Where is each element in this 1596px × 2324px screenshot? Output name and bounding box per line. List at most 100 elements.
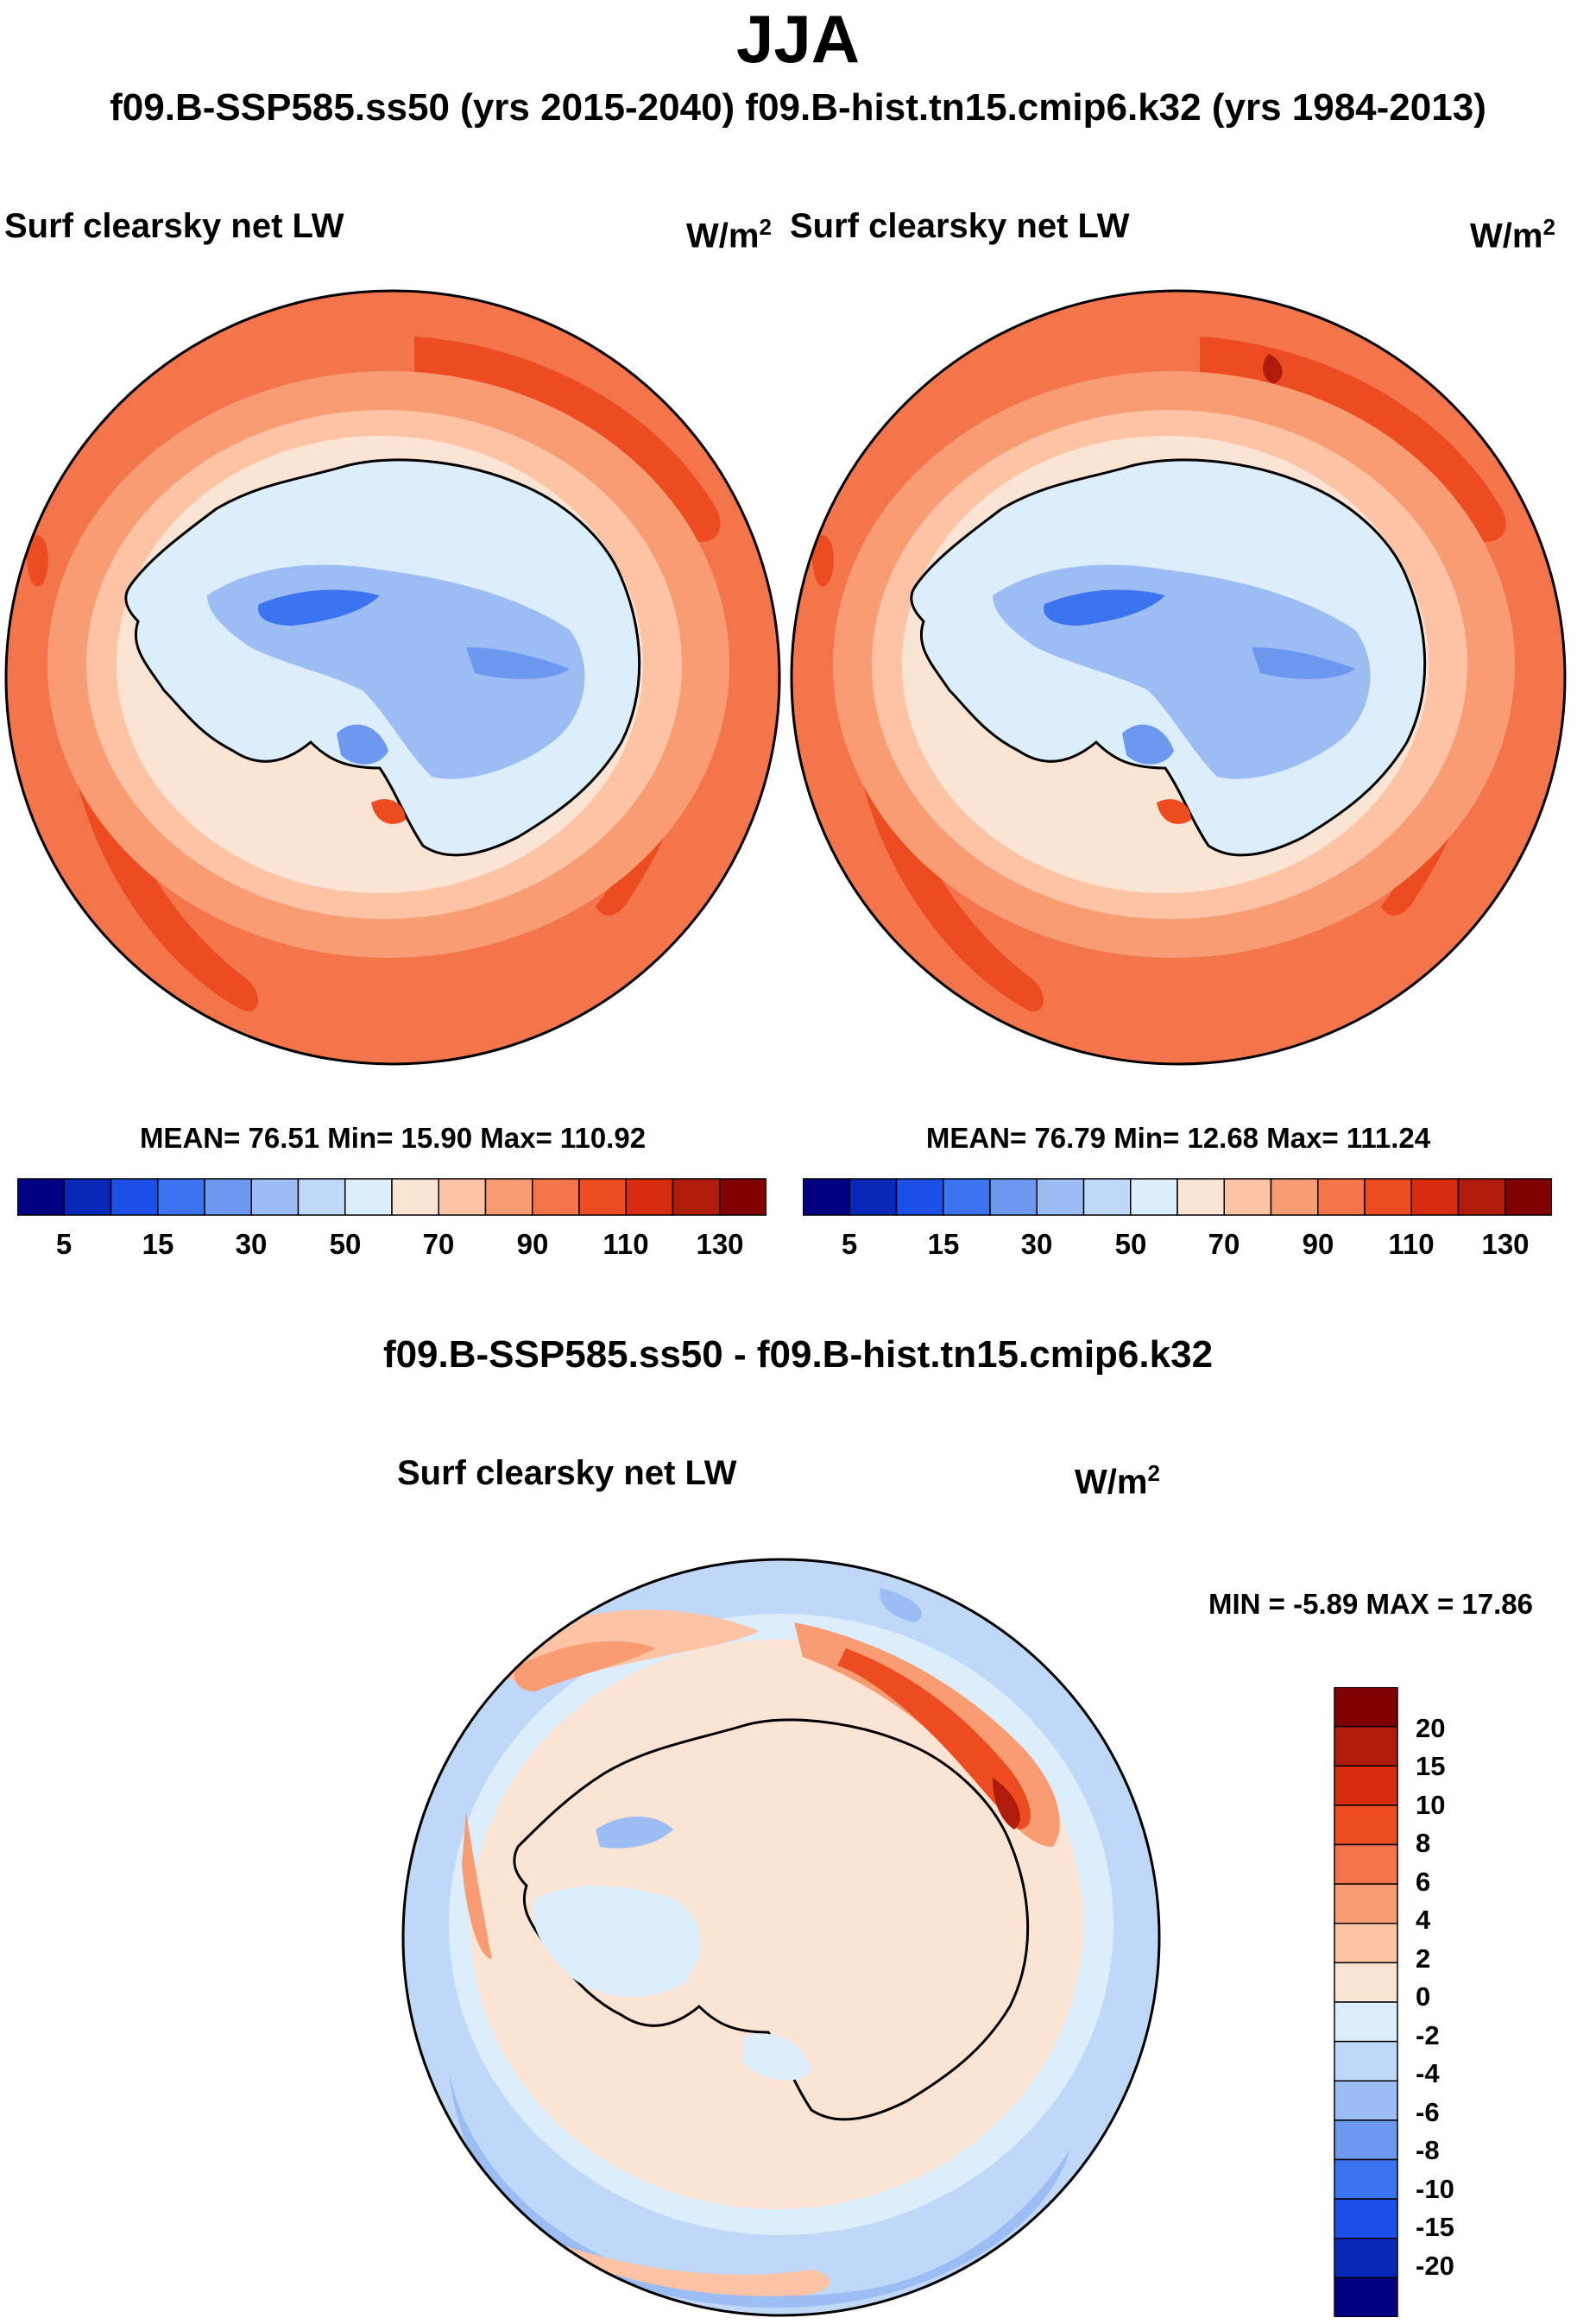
colorbar-tick: -4: [1416, 2058, 1440, 2088]
colorbar-swatch: [344, 1178, 393, 1216]
colorbar-swatch: [672, 1178, 721, 1216]
difference-colorbar-ticks: 20 15 10 8 6 4 2 0 -2 -4 -6 -8 -10 -15 -…: [1416, 1687, 1519, 2317]
difference-title: f09.B-SSP585.ss50 - f09.B-hist.tn15.cmip…: [382, 1333, 1214, 1376]
colorbar-tick: 20: [1416, 1713, 1446, 1743]
colorbar-tick: 8: [1416, 1828, 1431, 1858]
map-local-max: [1157, 799, 1191, 824]
colorbar-swatch: [1505, 1178, 1552, 1216]
colorbar-tick: -8: [1416, 2135, 1440, 2165]
panel1-stats: MEAN= 76.51 Min= 15.90 Max= 110.92: [139, 1122, 647, 1154]
colorbar-swatch: [1334, 1725, 1398, 1767]
colorbar-swatch: [484, 1178, 533, 1216]
colorbar-tick: -20: [1416, 2251, 1454, 2281]
panel2-units: W/m2: [1470, 214, 1555, 255]
map-local-max: [371, 799, 406, 824]
colorbar-swatch: [1334, 1843, 1398, 1885]
colorbar-swatch: [1334, 1923, 1398, 1964]
colorbar-tick: 30: [1020, 1228, 1053, 1260]
colorbar-swatch: [110, 1178, 159, 1216]
colorbar-swatch: [157, 1178, 205, 1216]
colorbar-tick: 70: [1208, 1228, 1240, 1260]
colorbar-swatch: [1334, 2198, 1398, 2239]
map-interior-negative: [533, 1886, 701, 1997]
colorbar-tick: 90: [1302, 1228, 1334, 1260]
colorbar-swatch: [1334, 2040, 1398, 2082]
difference-stats: MIN = -5.89 MAX = 17.86: [1208, 1588, 1534, 1620]
colorbar-tick: 10: [1416, 1790, 1446, 1820]
colorbar-swatch: [625, 1178, 674, 1216]
map-interior-min: [1044, 589, 1165, 626]
map-interior-min: [1122, 724, 1174, 765]
colorbar-swatch: [1334, 1765, 1398, 1806]
colorbar-swatch: [1270, 1178, 1319, 1216]
colorbar-swatch: [803, 1178, 850, 1216]
colorbar-tick: 70: [422, 1228, 455, 1260]
colorbar-tick: 30: [235, 1228, 268, 1260]
colorbar-swatch: [1410, 1178, 1460, 1216]
figure-title: JJA: [735, 1, 861, 77]
colorbar-swatch: [1130, 1178, 1178, 1216]
colorbar-tick: -10: [1416, 2174, 1454, 2204]
map-high-band: [811, 535, 834, 587]
panel1-colorbar-ticks: 5 15 30 50 70 90 110 130: [17, 1228, 766, 1263]
colorbar-swatch: [391, 1178, 439, 1216]
colorbar-swatch: [1334, 2080, 1398, 2121]
colorbar-swatch: [943, 1178, 991, 1216]
colorbar-swatch: [895, 1178, 944, 1216]
colorbar-swatch: [17, 1178, 65, 1216]
colorbar-swatch: [1317, 1178, 1366, 1216]
map-positive-band: [535, 2235, 830, 2296]
colorbar-tick: 130: [1481, 1228, 1530, 1260]
map-positive-band: [514, 1641, 656, 1691]
difference-variable-label: Surf clearsky net LW: [397, 1454, 737, 1492]
difference-units: W/m2: [1075, 1460, 1160, 1502]
colorbar-swatch: [63, 1178, 112, 1216]
colorbar-swatch: [1364, 1178, 1412, 1216]
map-interior-min: [337, 724, 388, 765]
colorbar-swatch: [1334, 1962, 1398, 2003]
colorbar-swatch: [1334, 1687, 1398, 1728]
colorbar-swatch: [1334, 2001, 1398, 2043]
colorbar-swatch: [1334, 2158, 1398, 2200]
map-local-max: [1263, 354, 1283, 384]
colorbar-tick: 110: [1388, 1228, 1435, 1260]
map-interior-min: [466, 647, 570, 679]
panel2-polar-map: [790, 289, 1567, 1066]
colorbar-swatch: [1334, 2238, 1398, 2279]
colorbar-swatch: [1334, 1883, 1398, 1924]
panel1-polar-map: [4, 289, 781, 1066]
colorbar-swatch: [1082, 1178, 1132, 1216]
map-local-max: [993, 1778, 1020, 1830]
colorbar-tick: 50: [1114, 1228, 1147, 1260]
panel1-variable-label: Surf clearsky net LW: [4, 207, 344, 245]
colorbar-tick: -6: [1416, 2097, 1440, 2127]
colorbar-tick: 130: [696, 1228, 744, 1260]
colorbar-swatch: [532, 1178, 580, 1216]
colorbar-swatch: [1176, 1178, 1225, 1216]
colorbar-tick: 5: [55, 1228, 73, 1260]
figure-subtitle: f09.B-SSP585.ss50 (yrs 2015-2040) f09.B-…: [110, 86, 1486, 129]
map-high-band: [26, 535, 48, 587]
colorbar-tick: 15: [1416, 1751, 1446, 1781]
colorbar-tick: 4: [1416, 1905, 1431, 1935]
colorbar-swatch: [297, 1178, 346, 1216]
difference-polar-map: [401, 1558, 1161, 2317]
colorbar-swatch: [578, 1178, 627, 1216]
colorbar-swatch: [250, 1178, 300, 1216]
colorbar-swatch: [1457, 1178, 1506, 1216]
colorbar-swatch: [438, 1178, 487, 1216]
colorbar-tick: 90: [516, 1228, 549, 1260]
colorbar-swatch: [848, 1178, 898, 1216]
colorbar-tick: 15: [142, 1228, 174, 1260]
map-boundary: [4, 289, 781, 1066]
map-interior-negative: [596, 1817, 673, 1848]
colorbar-tick: 5: [841, 1228, 858, 1260]
panel1-units: W/m2: [686, 214, 772, 255]
colorbar-swatch: [1223, 1178, 1272, 1216]
panel2-stats: MEAN= 76.79 Min= 12.68 Max= 111.24: [925, 1122, 1431, 1154]
map-interior-negative: [742, 2033, 811, 2081]
colorbar-swatch: [719, 1178, 766, 1216]
map-boundary: [401, 1558, 1161, 2317]
colorbar-tick: -15: [1416, 2212, 1454, 2242]
map-interior-min: [1252, 647, 1355, 679]
